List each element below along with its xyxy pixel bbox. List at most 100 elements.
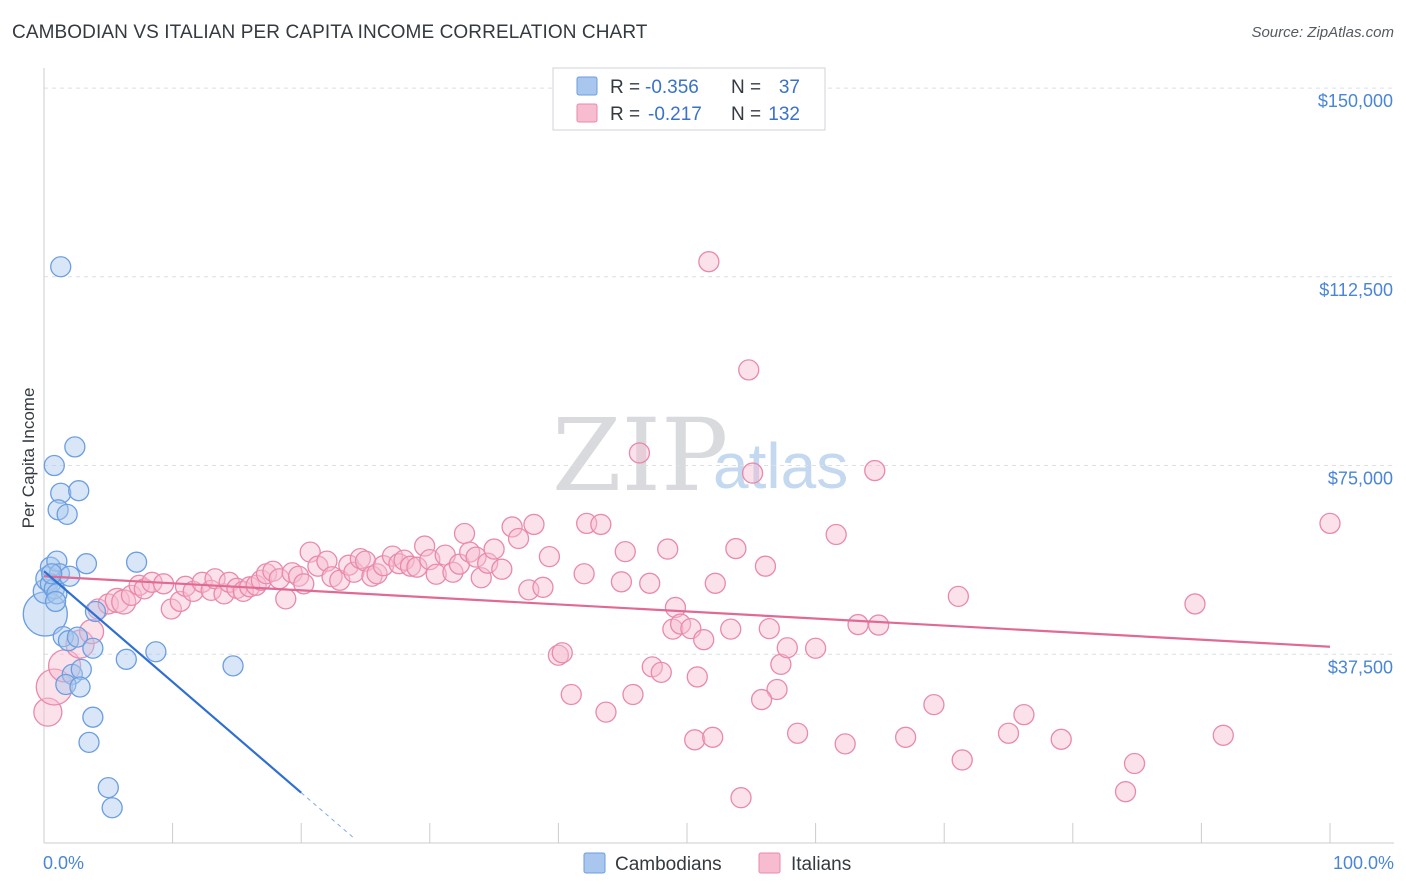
cambodians-point [69,676,91,698]
italians-point [501,516,523,538]
italians-point [590,513,612,536]
x-tick-label-start: 0.0% [43,853,84,873]
italians-point [1123,752,1146,775]
italians-point [867,614,890,636]
chart-source: Source: ZipAtlas.com [1251,24,1394,41]
italians-point [538,545,561,568]
italians-point [951,749,973,771]
cambodians-trend-line [43,570,302,794]
italians-point [766,678,788,701]
cambodians-point [68,480,90,502]
cambodians-point [82,637,104,659]
italians-point [864,459,886,482]
series-legend-label-italians: Italians [791,854,851,875]
italians-point [547,644,570,666]
italians-point [997,722,1020,744]
cambodians-point [82,706,104,728]
italians-point [393,549,415,571]
y-tick-label: $150,000 [1318,91,1393,111]
italians-points [33,251,1341,809]
series-legend: Cambodians Italians [583,852,851,875]
cambodians-points [22,256,244,819]
italians-point [847,613,869,636]
series-legend-label-cambodians: Cambodians [615,854,722,875]
italians-point [741,462,764,484]
italians-point [628,442,651,464]
cambodians-point [75,553,98,575]
stats-legend-n-value-italians: 132 [768,104,800,125]
italians-point [686,666,708,688]
cambodians-point [50,482,72,504]
stats-legend-r-value-cambodians: -0.356 [645,77,699,98]
cambodians-point [56,503,78,526]
italians-point [1184,593,1206,615]
series-legend-swatch-italians [758,852,781,874]
series-legend-swatch-cambodians [583,852,606,874]
italians-point [483,538,505,560]
italians-point [664,596,687,619]
stats-legend-swatch-italians [576,103,598,123]
italians-point [639,572,661,594]
cambodians-point [125,551,148,573]
italians-point [894,726,917,748]
italians-point [293,573,315,595]
stats-legend-n-label-italians: N = [731,104,761,125]
watermark-zip: ZIP [552,397,728,514]
italians-point [507,527,530,550]
cambodians-point [84,600,107,623]
italians-point [275,588,297,610]
cambodians-point [115,648,137,670]
italians-point [622,683,644,706]
italians-point [343,561,365,583]
italians-point [702,726,724,748]
stats-legend-box [552,67,826,131]
italians-point [491,558,513,580]
italians-point [923,693,945,716]
italians-point [1114,781,1137,803]
italians-point [720,618,742,640]
italians-point [1212,724,1234,746]
italians-point [160,598,182,620]
cambodians-point [44,590,67,613]
cambodians-point [66,626,89,648]
italians-point [776,637,798,659]
italians-point [804,637,827,659]
cambodians-point [145,641,167,663]
stats-legend: R = -0.356 N = 37 R = -0.217 N = 132 [552,67,826,131]
italians-point [523,513,545,536]
italians-point [573,563,595,585]
stats-legend-r-label-italians: R = [610,104,640,125]
italians-point [399,555,422,577]
cambodians-point [64,436,86,458]
italians-point [1319,512,1341,535]
italians-point [465,546,487,568]
italians-point [281,562,303,584]
italians-point [614,540,636,563]
italians-point [669,613,692,635]
cambodians-point [46,583,68,605]
italians-point [834,733,856,755]
cambodians-point [70,658,92,681]
cambodians-point [97,776,119,799]
stats-legend-swatch-cambodians [576,76,598,96]
y-axis-label: Per Capita Income [19,388,38,529]
italians-point [551,642,573,664]
cambodians-point [43,454,65,477]
italians-point [750,688,773,711]
cambodians-point [41,563,63,585]
cambodians-trend-extension [300,792,353,838]
stats-legend-n-label-cambodians: N = [731,77,761,98]
italians-point [947,585,969,608]
italians-point [725,537,747,560]
italians-point [786,722,809,744]
stats-legend-n-value-cambodians: 37 [779,77,800,98]
italians-point [704,572,726,594]
italians-point [560,683,582,706]
italians-point [650,661,672,684]
italians-trend-line [43,575,1331,648]
italians-point [684,729,706,751]
italians-point [693,629,715,651]
italians-point [78,618,105,645]
italians-point [453,522,476,545]
